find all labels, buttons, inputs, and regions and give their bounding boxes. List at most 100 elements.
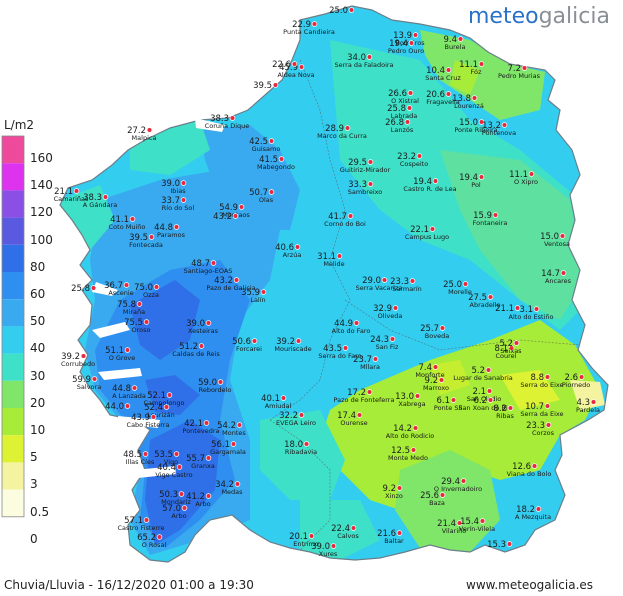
station-marker[interactable]: [404, 119, 411, 125]
station-marker[interactable]: [412, 425, 419, 431]
station-marker[interactable]: [136, 301, 143, 307]
station-marker[interactable]: [251, 338, 258, 344]
station-marker[interactable]: [531, 463, 538, 469]
station[interactable]: 11.1O Xipro: [509, 170, 538, 186]
station-marker[interactable]: [366, 389, 373, 395]
station-marker[interactable]: [205, 455, 212, 461]
station-marker[interactable]: [131, 385, 138, 391]
station-marker[interactable]: [129, 216, 136, 222]
station-marker[interactable]: [238, 204, 245, 210]
station-marker[interactable]: [347, 213, 354, 219]
station-marker[interactable]: [479, 518, 486, 524]
station-marker[interactable]: [486, 388, 493, 394]
station-marker[interactable]: [153, 284, 160, 290]
station-marker[interactable]: [73, 188, 80, 194]
station-marker[interactable]: [366, 54, 373, 60]
station-marker[interactable]: [272, 82, 279, 88]
station-marker[interactable]: [545, 422, 552, 428]
station-marker[interactable]: [205, 493, 212, 499]
station-marker[interactable]: [142, 451, 149, 457]
station-marker[interactable]: [298, 412, 305, 418]
station-marker[interactable]: [210, 260, 217, 266]
station-marker[interactable]: [460, 478, 467, 484]
station-marker[interactable]: [268, 189, 275, 195]
station-marker[interactable]: [163, 404, 170, 410]
station-marker[interactable]: [513, 340, 520, 346]
station-marker[interactable]: [123, 282, 130, 288]
station[interactable]: 26.6O Xistral: [388, 89, 419, 105]
station-marker[interactable]: [528, 171, 535, 177]
station-marker[interactable]: [236, 422, 243, 428]
station-marker[interactable]: [432, 178, 439, 184]
station-marker[interactable]: [233, 277, 240, 283]
station-marker[interactable]: [409, 278, 416, 284]
station-marker[interactable]: [203, 420, 210, 426]
station-marker[interactable]: [487, 397, 494, 403]
station-marker[interactable]: [173, 224, 180, 230]
station-marker[interactable]: [471, 95, 478, 101]
station-marker[interactable]: [438, 377, 445, 383]
station-marker[interactable]: [429, 226, 436, 232]
station-marker[interactable]: [178, 491, 185, 497]
station-marker[interactable]: [308, 533, 315, 539]
station-marker[interactable]: [412, 32, 419, 38]
station-marker[interactable]: [198, 343, 205, 349]
station-marker[interactable]: [462, 281, 469, 287]
station-marker[interactable]: [478, 61, 485, 67]
station-marker[interactable]: [416, 153, 423, 159]
station-marker[interactable]: [492, 212, 499, 218]
station[interactable]: 18.2A Mezquita: [515, 505, 551, 521]
